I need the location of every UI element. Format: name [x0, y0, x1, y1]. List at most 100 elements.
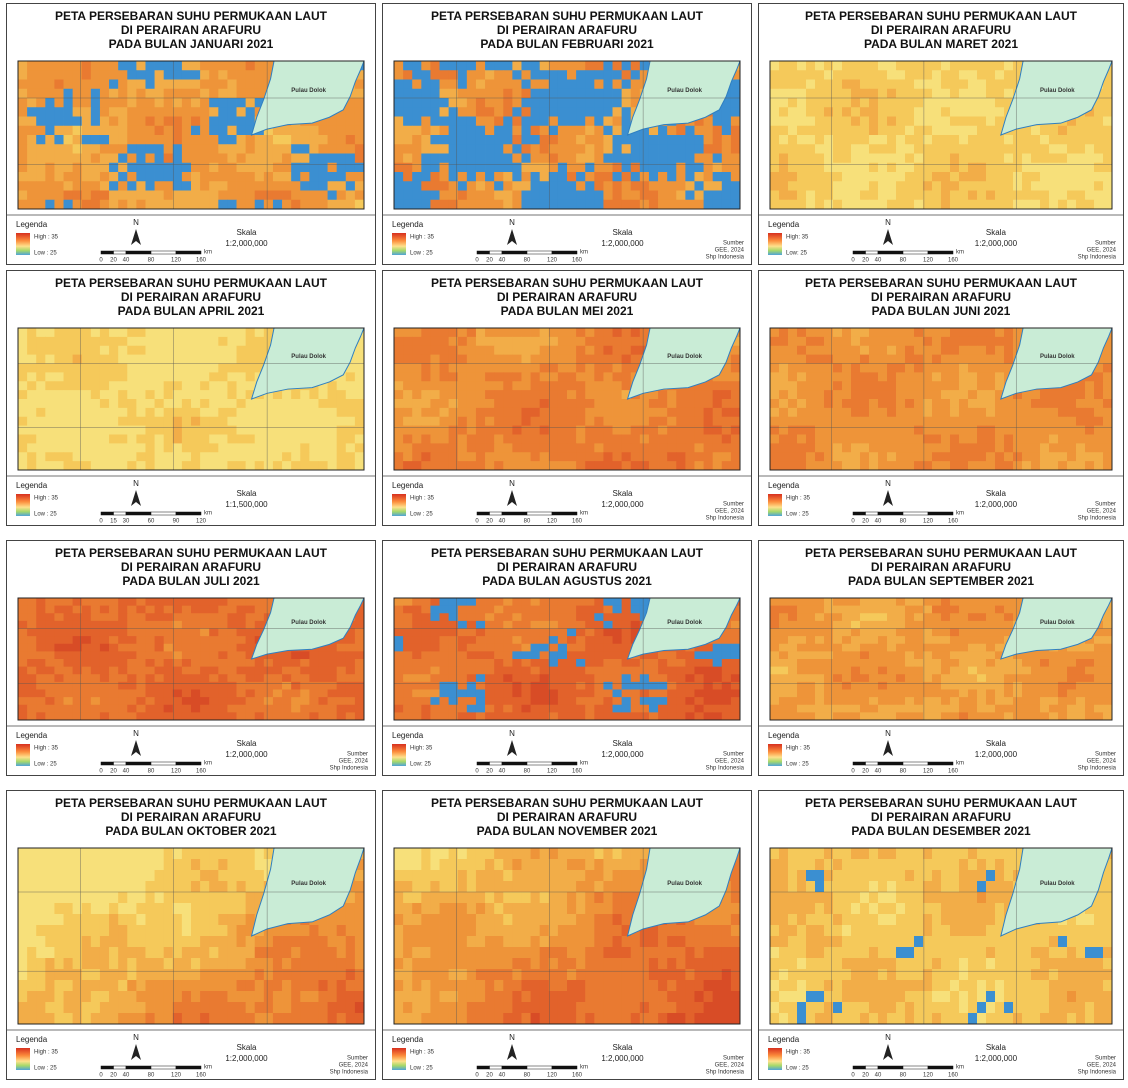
- raster-cell: [631, 659, 641, 667]
- raster-cell: [209, 705, 219, 713]
- raster-cell: [227, 372, 237, 381]
- raster-cell: [540, 154, 550, 164]
- raster-cell: [567, 191, 577, 201]
- raster-cell: [485, 337, 495, 346]
- raster-cell: [449, 154, 459, 164]
- raster-cell: [318, 417, 328, 426]
- raster-cell: [959, 399, 968, 408]
- scale-bar-segment: [502, 512, 527, 515]
- raster-cell: [200, 598, 210, 606]
- raster-cell: [173, 659, 183, 667]
- raster-cell: [237, 667, 247, 675]
- raster-cell: [440, 690, 450, 698]
- raster-cell: [779, 61, 788, 71]
- raster-cell: [127, 697, 137, 705]
- raster-cell: [73, 355, 83, 364]
- raster-cell: [164, 644, 174, 652]
- map-title: PADA BULAN APRIL 2021: [118, 304, 265, 318]
- legend-title: Legenda: [392, 220, 424, 229]
- raster-cell: [127, 443, 137, 452]
- raster-cell: [403, 191, 413, 201]
- raster-cell: [594, 621, 604, 629]
- raster-cell: [485, 674, 495, 682]
- raster-cell: [430, 690, 440, 698]
- raster-cell: [430, 181, 440, 191]
- raster-cell: [995, 154, 1004, 164]
- raster-cell: [869, 346, 878, 355]
- raster-cell: [540, 107, 550, 117]
- raster-cell: [403, 682, 413, 690]
- raster-cell: [300, 690, 310, 698]
- raster-cell: [531, 426, 541, 435]
- raster-cell: [1031, 191, 1040, 201]
- raster-cell: [770, 399, 779, 408]
- raster-cell: [136, 417, 146, 426]
- raster-cell: [209, 346, 219, 355]
- raster-cell: [779, 163, 788, 173]
- raster-cell: [914, 117, 923, 127]
- raster-cell: [797, 443, 806, 452]
- raster-cell: [713, 399, 723, 408]
- raster-cell: [1040, 126, 1049, 136]
- raster-cell: [421, 328, 431, 337]
- raster-cell: [346, 461, 356, 470]
- raster-cell: [531, 682, 541, 690]
- raster-cell: [182, 621, 192, 629]
- raster-cell: [869, 355, 878, 364]
- raster-cell: [54, 598, 64, 606]
- scale-bar-label: 80: [524, 258, 531, 264]
- raster-cell: [806, 337, 815, 346]
- raster-cell: [594, 172, 604, 182]
- raster-cell: [968, 337, 977, 346]
- raster-cell: [136, 89, 146, 99]
- raster-cell: [182, 364, 192, 373]
- raster-cell: [1067, 154, 1076, 164]
- raster-cell: [531, 337, 541, 346]
- raster-cell: [467, 172, 477, 182]
- raster-cell: [1076, 399, 1085, 408]
- raster-cell: [788, 144, 797, 154]
- raster-cell: [91, 355, 101, 364]
- raster-cell: [54, 390, 64, 399]
- raster-cell: [896, 126, 905, 136]
- raster-cell: [585, 191, 595, 201]
- raster-cell: [421, 61, 431, 71]
- raster-cell: [806, 117, 815, 127]
- raster-cell: [246, 337, 256, 346]
- raster-cell: [237, 200, 247, 210]
- raster-cell: [246, 408, 256, 417]
- raster-cell: [494, 452, 504, 461]
- map-panel: PETA PERSEBARAN SUHU PERMUKAAN LAUTDI PE…: [758, 4, 1124, 265]
- raster-cell: [603, 417, 613, 426]
- raster-cell: [932, 163, 941, 173]
- scale-bar-label: 120: [923, 258, 934, 264]
- raster-cell: [512, 621, 522, 629]
- raster-cell: [869, 107, 878, 117]
- raster-cell: [995, 435, 1004, 444]
- raster-cell: [145, 613, 155, 621]
- raster-cell: [1094, 417, 1103, 426]
- raster-cell: [640, 191, 650, 201]
- raster-cell: [631, 89, 641, 99]
- raster-cell: [155, 621, 165, 629]
- raster-cell: [136, 364, 146, 373]
- raster-cell: [100, 346, 110, 355]
- raster-cell: [209, 674, 219, 682]
- raster-cell: [842, 172, 851, 182]
- raster-cell: [449, 426, 459, 435]
- raster-cell: [27, 117, 37, 127]
- raster-cell: [449, 200, 459, 210]
- raster-cell: [118, 364, 128, 373]
- raster-cell: [567, 690, 577, 698]
- raster-cell: [337, 408, 347, 417]
- raster-cell: [476, 191, 486, 201]
- raster-cell: [860, 364, 869, 373]
- raster-cell: [145, 346, 155, 355]
- raster-cell: [1094, 191, 1103, 201]
- raster-cell: [91, 328, 101, 337]
- raster-cell: [318, 667, 328, 675]
- raster-cell: [394, 426, 404, 435]
- north-label: N: [133, 729, 139, 738]
- raster-cell: [815, 390, 824, 399]
- raster-cell: [594, 629, 604, 637]
